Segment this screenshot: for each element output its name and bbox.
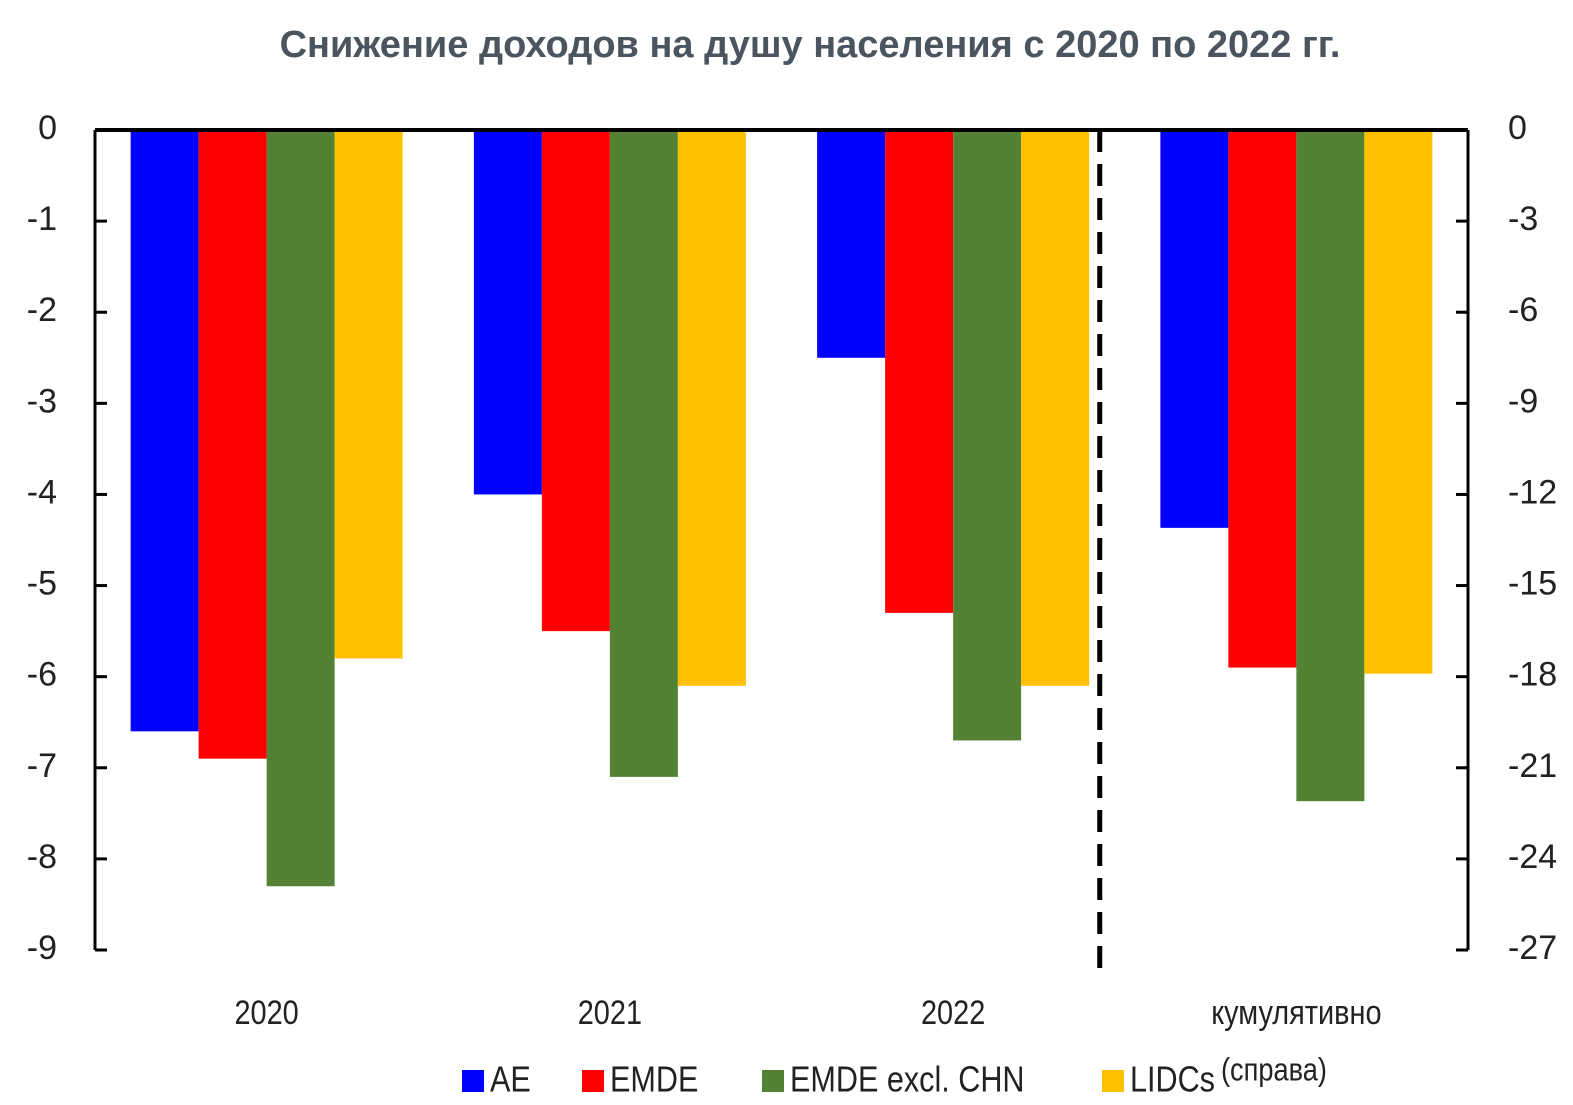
y-tick-label: -6 [27, 656, 57, 694]
y2-tick-label: -9 [1508, 382, 1538, 420]
annotation: (справа) [1221, 1052, 1327, 1088]
legend-label: EMDE [610, 1060, 698, 1100]
legend-swatch [1102, 1070, 1124, 1092]
y-tick-label: -7 [27, 747, 57, 785]
y-tick-label: -9 [27, 929, 57, 967]
legend-label: LIDCs [1130, 1060, 1215, 1100]
y2-tick-label: -21 [1508, 747, 1557, 785]
y-tick-label: -4 [27, 473, 57, 511]
x-tick-label: 2020 [234, 993, 298, 1032]
y2-tick-label: -12 [1508, 473, 1557, 511]
bar [1296, 130, 1365, 802]
bar [541, 130, 610, 632]
y-tick-label: -3 [27, 382, 57, 420]
bar [677, 130, 746, 686]
legend-label: AE [490, 1060, 531, 1100]
y2-tick-label: -6 [1508, 291, 1538, 329]
chart-title: Снижение доходов на душу населения с 202… [280, 24, 1341, 66]
x-tick-label: 2022 [921, 993, 985, 1032]
y-tick-label: -8 [27, 838, 57, 876]
legend-swatch [462, 1070, 484, 1092]
bar [130, 130, 199, 732]
bar [1228, 130, 1297, 668]
bar [817, 130, 886, 358]
bar [473, 130, 542, 495]
y-tick-label: -1 [27, 200, 57, 238]
bar [1160, 130, 1229, 528]
bar [953, 130, 1022, 741]
y2-tick-label: 0 [1508, 109, 1527, 147]
y-tick-label: -5 [27, 565, 57, 603]
bar [198, 130, 267, 759]
bar [885, 130, 954, 613]
y2-tick-label: -18 [1508, 656, 1557, 694]
y2-tick-label: -24 [1508, 838, 1557, 876]
x-tick-label: кумулятивно [1211, 993, 1381, 1032]
bar [266, 130, 335, 887]
y2-tick-label: -3 [1508, 200, 1538, 238]
y2-tick-label: -15 [1508, 565, 1557, 603]
bar [334, 130, 403, 659]
bar [1364, 130, 1433, 674]
legend-label: EMDE excl. CHN [790, 1060, 1025, 1100]
x-tick-label: 2021 [578, 993, 642, 1032]
bar [609, 130, 678, 777]
y-tick-label: 0 [38, 109, 57, 147]
legend-swatch [762, 1070, 784, 1092]
bar [1021, 130, 1090, 686]
legend-swatch [582, 1070, 604, 1092]
y-tick-label: -2 [27, 291, 57, 329]
y2-tick-label: -27 [1508, 929, 1557, 967]
